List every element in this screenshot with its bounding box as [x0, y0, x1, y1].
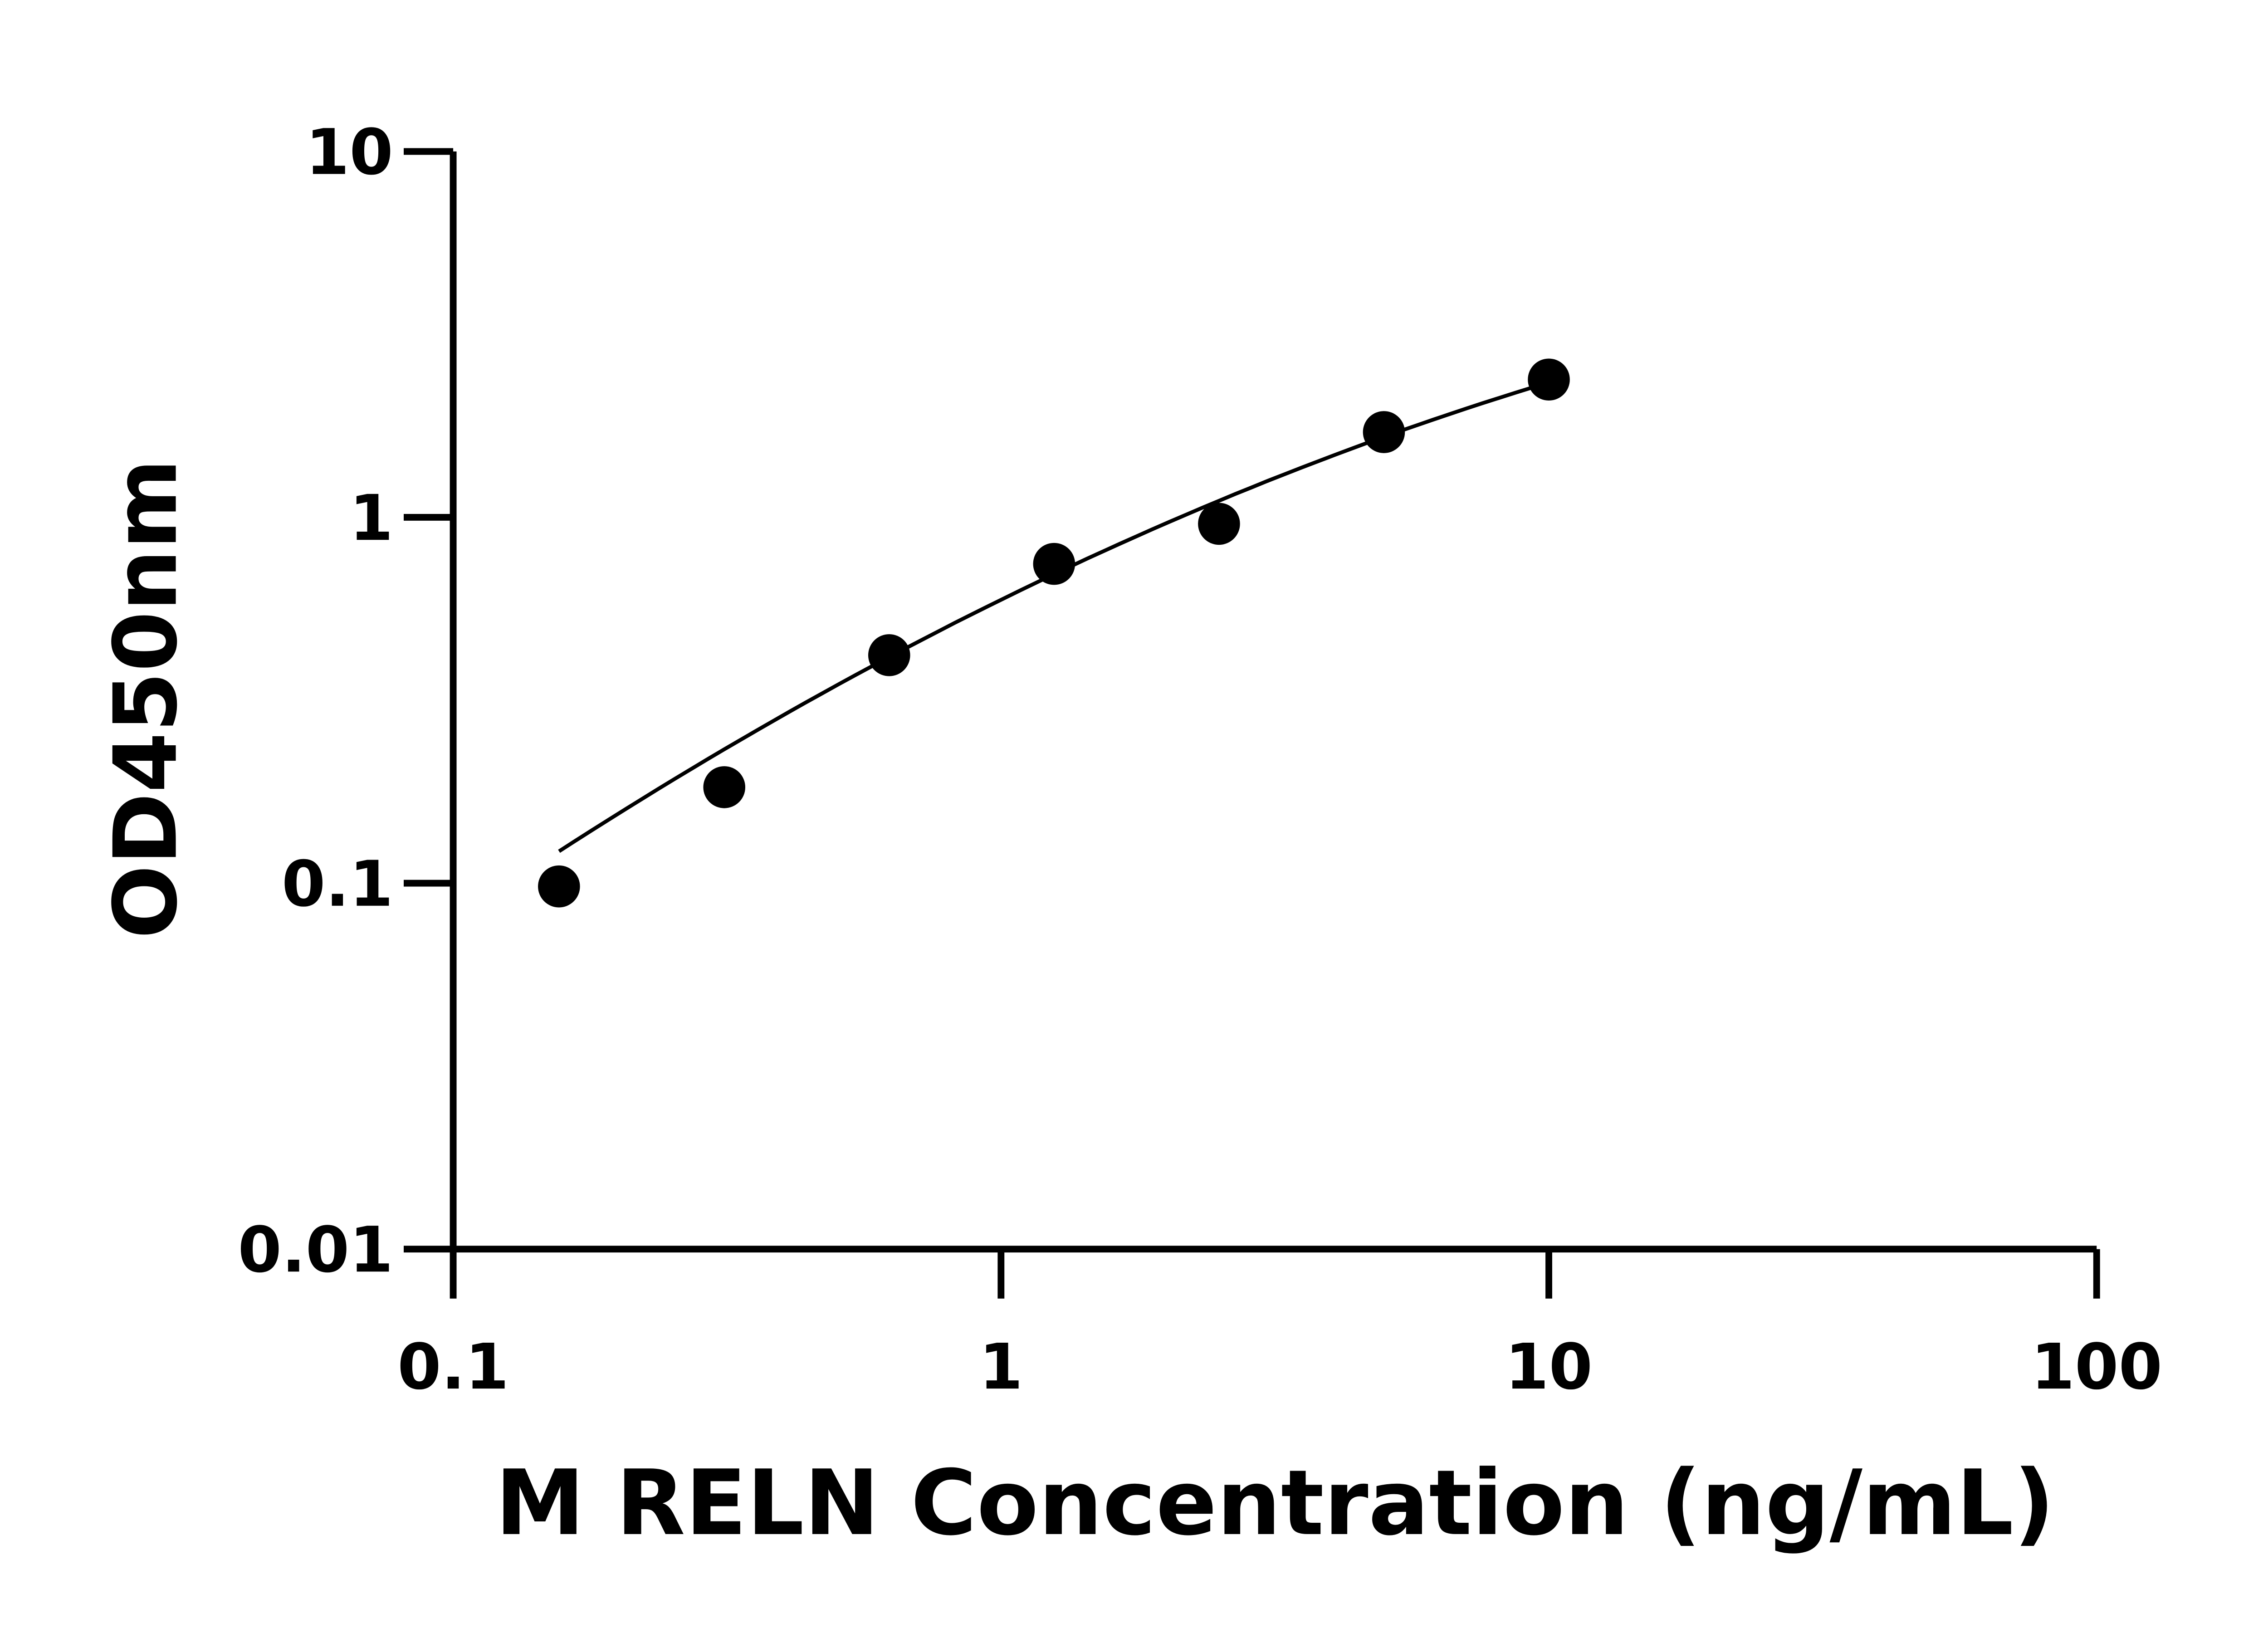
x-tick-label: 100	[2031, 1330, 2162, 1403]
y-tick-label: 1	[349, 481, 393, 555]
data-point	[1528, 358, 1570, 401]
y-tick-label: 10	[306, 115, 393, 189]
data-point	[1198, 503, 1240, 545]
data-point	[538, 865, 580, 908]
axes	[450, 151, 2097, 1253]
y-axis-title: OD450nm	[96, 459, 197, 939]
data-point	[1363, 411, 1405, 453]
data-point	[1033, 543, 1075, 585]
y-tick-label: 0.01	[238, 1213, 393, 1286]
x-tick-label: 10	[1505, 1330, 1593, 1403]
data-points	[538, 358, 1570, 908]
data-point	[703, 766, 746, 808]
x-axis-title: M RELN Concentration (ng/mL)	[495, 1451, 2055, 1555]
x-tick-label: 0.1	[397, 1330, 509, 1403]
data-point	[868, 634, 910, 676]
x-tick-label: 1	[979, 1330, 1023, 1403]
y-tick-label: 0.1	[282, 847, 393, 921]
